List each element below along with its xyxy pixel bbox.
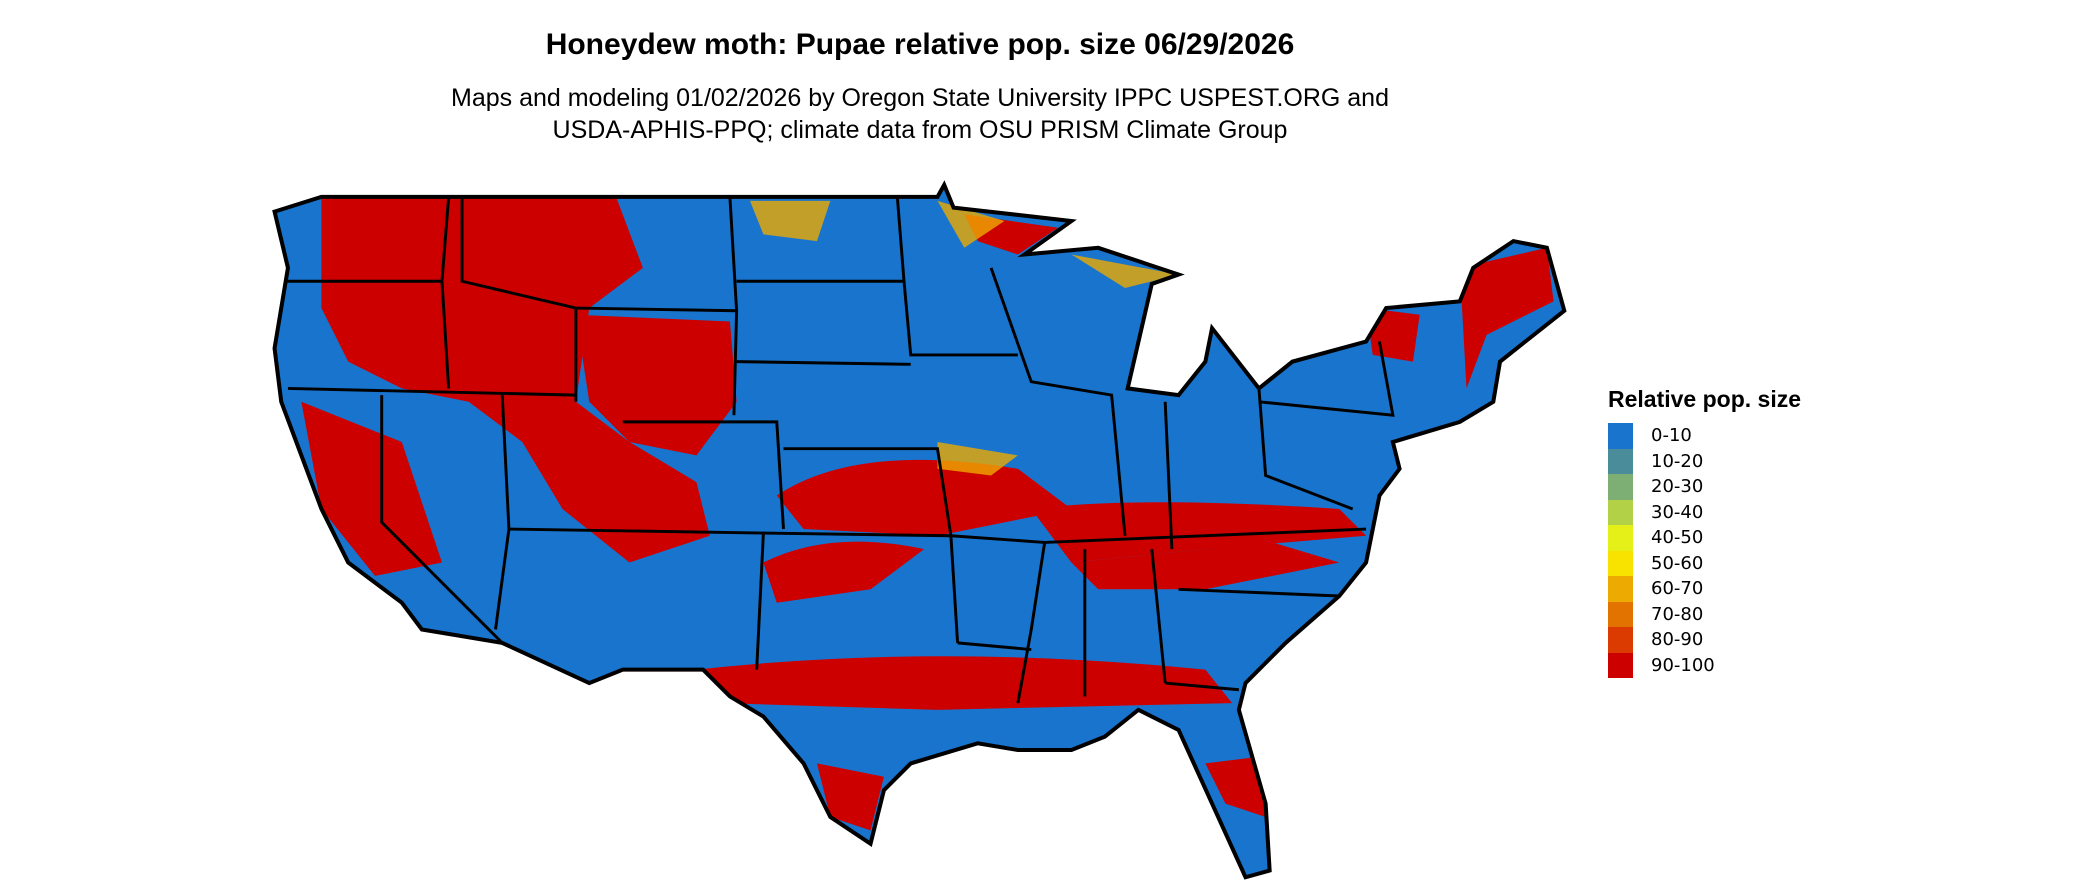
legend-item: 30-40 [1608,499,1801,525]
legend-item: 80-90 [1608,627,1801,653]
legend-swatch [1608,448,1633,474]
map-title: Honeydew moth: Pupae relative pop. size … [545,28,1295,61]
legend-label: 80-90 [1651,629,1704,651]
legend-item: 70-80 [1608,601,1801,627]
legend-label: 10-20 [1651,450,1704,472]
subtitle-line-2: USDA-APHIS-PPQ; climate data from OSU PR… [552,116,1288,144]
legend-label: 0-10 [1651,425,1692,447]
legend-item: 40-50 [1608,525,1801,551]
legend-label: 20-30 [1651,476,1704,498]
legend-label: 70-80 [1651,603,1704,625]
legend-label: 90-100 [1651,654,1715,676]
legend-item: 10-20 [1608,448,1801,474]
legend-swatch [1608,525,1633,551]
legend-label: 50-60 [1651,552,1704,574]
legend: Relative pop. size 0-10 10-20 20-30 30-40 40… [1608,386,1801,678]
legend-swatch [1608,601,1633,627]
legend-swatch [1608,652,1633,678]
subtitle-line-1: Maps and modeling 01/02/2026 by Oregon S… [451,84,1389,112]
legend-swatch [1608,576,1633,602]
legend-swatch [1608,474,1633,500]
legend-label: 30-40 [1651,501,1704,523]
legend-label: 40-50 [1651,527,1704,549]
legend-swatch [1608,499,1633,525]
legend-item: 90-100 [1608,652,1801,678]
legend-swatch [1608,627,1633,653]
legend-swatch [1608,550,1633,576]
legend-title: Relative pop. size [1608,386,1802,412]
legend-item: 50-60 [1608,550,1801,576]
legend-label: 60-70 [1651,578,1704,600]
legend-swatch [1608,423,1633,449]
state-borders [274,196,1395,704]
legend-item: 0-10 [1608,423,1801,449]
mid-population-areas [750,200,1179,476]
legend-item: 20-30 [1608,474,1801,500]
high-population-areas [301,196,1554,831]
legend-item: 60-70 [1608,576,1801,602]
